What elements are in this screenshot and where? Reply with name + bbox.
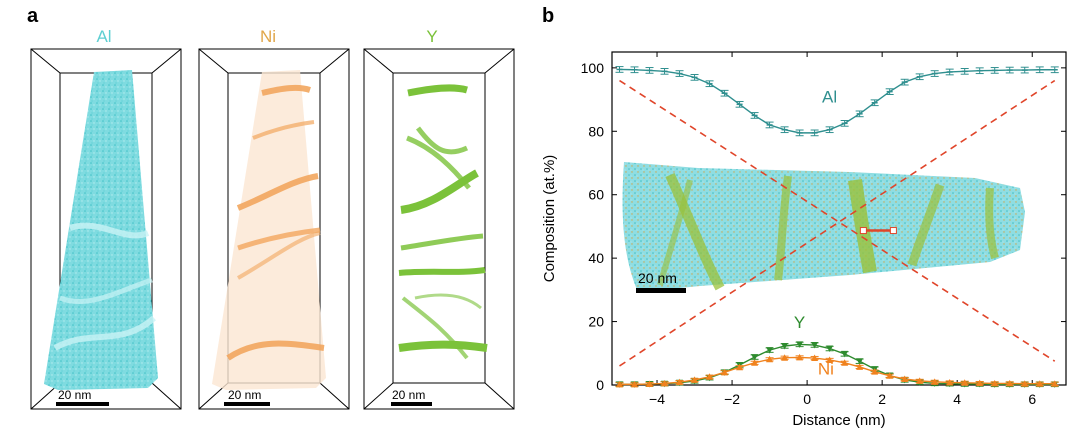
data-point-ni <box>841 359 849 366</box>
x-tick-label: 0 <box>803 391 811 407</box>
data-point-ni <box>856 363 864 370</box>
ni-scale-label: 20 nm <box>228 388 262 402</box>
data-point-ni <box>721 368 729 376</box>
data-point-y <box>841 350 849 358</box>
series-label-ni: Ni <box>818 360 834 379</box>
data-point-ni <box>676 378 684 386</box>
y-scale-label: 20 nm <box>392 388 426 402</box>
series-line-ni <box>619 356 1055 386</box>
y-tick-label: 60 <box>588 187 604 203</box>
data-point-ni <box>991 379 999 387</box>
data-point-ni <box>661 379 669 387</box>
data-point-ni <box>781 354 789 361</box>
box-title-ni: Ni <box>259 27 277 46</box>
data-point-ni <box>826 356 834 363</box>
ni-scale-bar <box>224 402 270 406</box>
x-tick-label: 2 <box>878 391 886 407</box>
data-point-ni <box>646 380 654 388</box>
data-point-ni <box>886 372 894 379</box>
data-point-ni <box>811 354 819 362</box>
data-point-ni <box>1021 380 1029 387</box>
inset-scale-label: 20 nm <box>638 270 677 286</box>
series-label-al: Al <box>822 88 837 107</box>
al-reconstruction-box <box>30 48 182 410</box>
data-point-ni <box>1006 379 1014 387</box>
x-tick-label: 6 <box>1028 391 1036 407</box>
data-point-y <box>811 342 819 349</box>
y-tick-label: 40 <box>588 250 604 266</box>
data-point-y <box>826 345 834 353</box>
data-point-ni <box>751 359 759 366</box>
inset-reconstruction <box>622 162 1025 292</box>
data-point-ni <box>706 373 714 380</box>
data-point-y <box>796 341 804 348</box>
data-point-ni <box>736 363 744 371</box>
data-point-ni <box>796 353 804 361</box>
data-point-ni <box>916 377 924 384</box>
data-point-ni <box>931 378 939 385</box>
y-reconstruction-box <box>363 48 515 410</box>
y-tick-label: 80 <box>588 123 604 139</box>
x-axis-title: Distance (nm) <box>792 412 885 429</box>
guide-line-2 <box>619 79 1056 367</box>
data-point-ni <box>871 368 879 375</box>
data-point-y <box>766 347 774 354</box>
panel-a-letter: a <box>27 5 39 27</box>
plot-frame <box>611 51 1067 386</box>
y-scale-bar <box>391 402 432 406</box>
series-label-y: Y <box>794 313 805 332</box>
data-point-ni <box>961 379 969 386</box>
inset-scale-bar <box>636 288 686 293</box>
data-point-ni <box>1036 380 1044 387</box>
y-tick-label: 20 <box>588 314 604 330</box>
data-point-ni <box>691 376 699 383</box>
box-title-al: Al <box>96 27 112 46</box>
y-tick-label: 0 <box>596 377 604 393</box>
box-title-y: Y <box>426 27 438 46</box>
data-point-ni <box>946 378 954 386</box>
data-point-y <box>856 358 864 365</box>
data-point-ni <box>976 379 984 387</box>
data-point-ni <box>766 355 774 363</box>
y-tick-label: 100 <box>581 60 605 76</box>
series-line-y <box>619 343 1055 386</box>
profile-end-marker <box>889 227 897 235</box>
data-point-ni <box>631 380 639 388</box>
data-point-ni <box>1051 380 1059 387</box>
al-scale-bar <box>56 402 109 406</box>
data-point-ni <box>616 380 624 388</box>
profile-start-marker <box>859 227 867 235</box>
panel-b-letter: b <box>542 5 555 27</box>
data-point-ni <box>901 375 909 382</box>
al-scale-label: 20 nm <box>58 388 92 402</box>
x-tick-label: −2 <box>724 391 740 407</box>
data-point-y <box>781 342 789 350</box>
data-point-y <box>751 354 759 361</box>
y-axis-title: Composition (at.%) <box>541 155 558 283</box>
ni-reconstruction-box <box>198 48 350 410</box>
guide-line-1 <box>619 79 1056 362</box>
x-tick-label: 4 <box>953 391 961 407</box>
x-tick-label: −4 <box>649 391 665 407</box>
